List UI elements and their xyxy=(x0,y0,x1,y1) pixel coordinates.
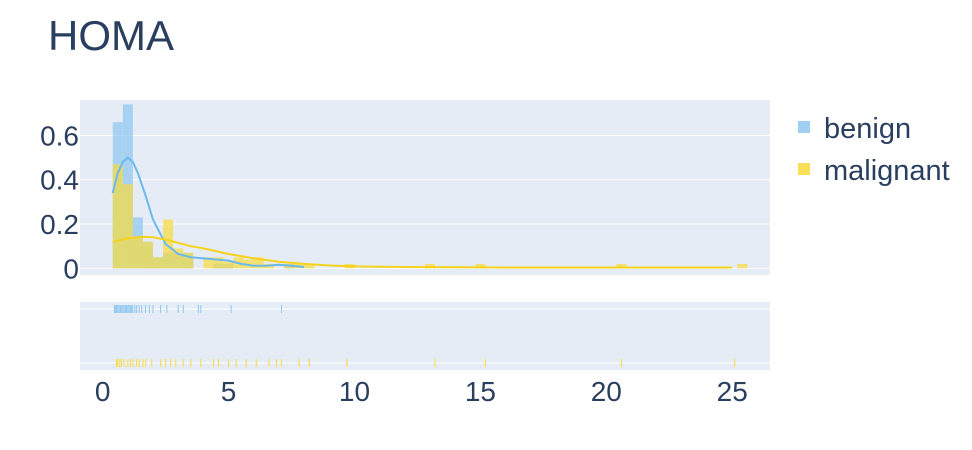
kde-line-malignant[interactable] xyxy=(112,235,733,269)
legend[interactable]: benign malignant xyxy=(798,113,950,187)
bar-malignant[interactable] xyxy=(737,263,748,269)
legend-label-malignant: malignant xyxy=(824,155,950,187)
legend-swatch-malignant xyxy=(798,163,810,175)
rug-benign xyxy=(114,305,282,313)
y-axis-ticks: 0 0.2 0.4 0.6 xyxy=(40,120,79,284)
bar-malignant[interactable] xyxy=(475,263,486,269)
histogram-plot-area xyxy=(80,100,770,275)
bar-malignant[interactable] xyxy=(163,219,174,269)
legend-label-benign: benign xyxy=(824,113,911,145)
rug-gridlines xyxy=(80,308,770,364)
bar-malignant[interactable] xyxy=(213,257,224,269)
kde-line-benign[interactable] xyxy=(111,156,305,268)
bar-malignant[interactable] xyxy=(223,261,234,269)
bar-malignant[interactable] xyxy=(142,241,154,269)
x-tick-label: 10 xyxy=(339,376,370,407)
legend-swatch-benign xyxy=(798,121,810,133)
bar-malignant[interactable] xyxy=(243,259,254,269)
rug-malignant xyxy=(116,359,736,367)
kde-curves xyxy=(111,156,733,269)
bar-malignant[interactable] xyxy=(253,257,264,269)
x-tick-label: 0 xyxy=(95,376,111,407)
legend-item-benign[interactable]: benign xyxy=(798,113,911,145)
bar-malignant[interactable] xyxy=(112,164,123,269)
y-tick-label: 0.6 xyxy=(40,120,79,151)
x-axis-ticks: 0 5 10 15 20 25 xyxy=(95,376,748,407)
rug-plot-area xyxy=(80,302,770,370)
legend-item-malignant[interactable]: malignant xyxy=(798,155,950,187)
x-tick-label: 20 xyxy=(591,376,622,407)
bar-malignant[interactable] xyxy=(132,237,143,269)
y-tick-label: 0.2 xyxy=(40,209,79,240)
bar-malignant[interactable] xyxy=(173,248,184,269)
bar-malignant[interactable] xyxy=(122,184,133,269)
bar-malignant[interactable] xyxy=(616,263,627,269)
rug-marks xyxy=(114,305,736,367)
y-tick-label: 0.4 xyxy=(40,165,79,196)
x-tick-label: 15 xyxy=(465,376,496,407)
bar-malignant[interactable] xyxy=(203,257,214,269)
x-tick-label: 25 xyxy=(717,376,748,407)
bar-malignant[interactable] xyxy=(153,257,164,269)
chart-title: HOMA xyxy=(48,12,174,59)
x-tick-label: 5 xyxy=(221,376,237,407)
bar-malignant[interactable] xyxy=(183,252,194,269)
y-tick-label: 0 xyxy=(63,253,79,284)
